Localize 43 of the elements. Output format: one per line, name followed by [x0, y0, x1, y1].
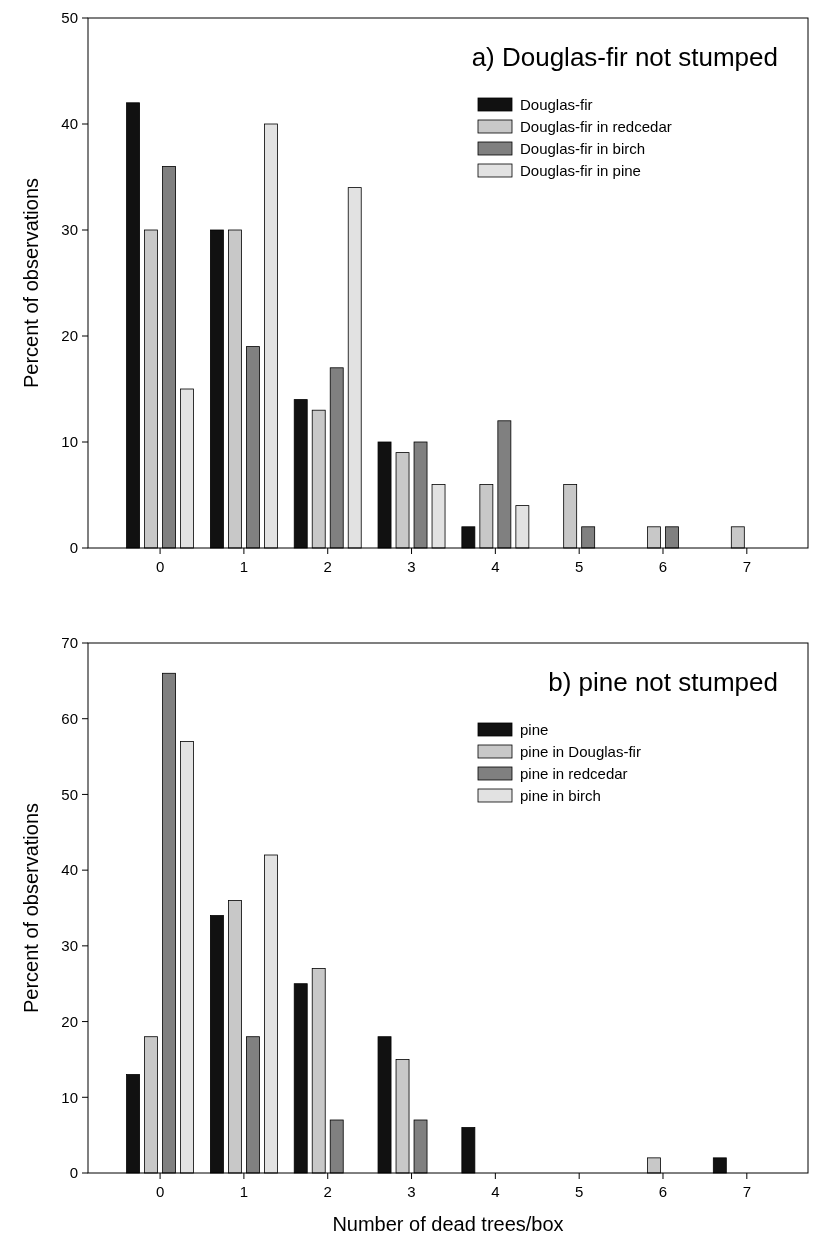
legend-label: pine in Douglas-fir — [520, 743, 641, 761]
x-tick-label: 3 — [407, 558, 416, 575]
x-tick-label: 3 — [407, 1183, 416, 1200]
y-tick-label: 0 — [69, 539, 78, 557]
y-tick-label: 10 — [61, 433, 78, 451]
x-tick-label: 6 — [658, 558, 668, 575]
x-tick-label: 4 — [491, 558, 500, 575]
x-tick-label: 6 — [658, 1183, 668, 1200]
x-tick-label: 0 — [155, 558, 165, 575]
y-tick-label: 60 — [61, 709, 78, 727]
x-tick-label: 5 — [575, 1183, 584, 1200]
x-tick-label: 5 — [575, 558, 584, 575]
legend-label: Douglas-fir — [520, 96, 593, 114]
y-tick-label: 0 — [69, 1164, 78, 1182]
legend-label: pine in redcedar — [520, 765, 628, 783]
legend-label: Douglas-fir in birch — [520, 140, 646, 158]
x-tick-label: 1 — [239, 558, 249, 575]
y-tick-label: 30 — [61, 937, 78, 955]
legend-label: pine — [520, 721, 549, 739]
text: a) Douglas-fir not stumped — [471, 42, 778, 72]
y-tick-label: 30 — [61, 221, 78, 239]
y-tick-label: 40 — [61, 115, 78, 133]
x-tick-label: 7 — [742, 1183, 751, 1200]
x-tick-label: 2 — [323, 558, 332, 575]
y-tick-label: 50 — [61, 9, 78, 27]
y-tick-label: 70 — [61, 634, 78, 652]
y-tick-label: 20 — [61, 327, 78, 345]
text: b) pine not stumped — [548, 667, 778, 697]
y-axis-title: Percent of observations — [20, 177, 42, 389]
legend-label: Douglas-fir in pine — [520, 162, 641, 180]
x-tick-label: 4 — [491, 1183, 500, 1200]
x-tick-label: 0 — [155, 1183, 165, 1200]
x-tick-label: 1 — [239, 1183, 249, 1200]
legend-label: Douglas-fir in redcedar — [520, 118, 672, 136]
y-tick-label: 40 — [61, 861, 78, 879]
x-axis-title: Number of dead trees/box — [332, 1213, 564, 1235]
y-tick-label: 10 — [61, 1088, 78, 1106]
x-tick-label: 2 — [323, 1183, 332, 1200]
legend-label: pine in birch — [520, 787, 601, 805]
y-tick-label: 20 — [61, 1012, 78, 1030]
x-tick-label: 7 — [742, 558, 751, 575]
y-axis-title: Percent of observations — [20, 802, 42, 1014]
y-tick-label: 50 — [61, 785, 78, 803]
